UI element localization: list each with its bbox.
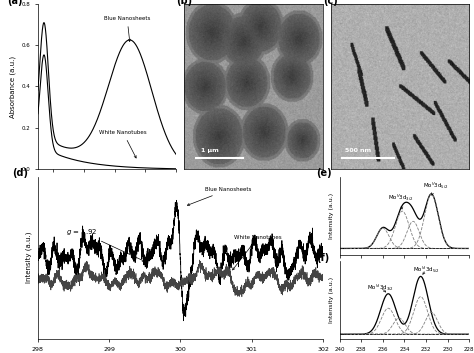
Y-axis label: Intensity (a.u.): Intensity (a.u.) bbox=[329, 277, 334, 323]
Text: (b): (b) bbox=[176, 0, 192, 6]
Text: White Nanotubes: White Nanotubes bbox=[233, 235, 282, 270]
Text: (e): (e) bbox=[316, 168, 332, 179]
Text: (c): (c) bbox=[323, 0, 337, 6]
Text: Mo$^V$3d$_{3/2}$: Mo$^V$3d$_{3/2}$ bbox=[388, 192, 414, 209]
Text: 500 nm: 500 nm bbox=[345, 148, 371, 152]
Text: Mo$^{VI}$3d$_{3/2}$: Mo$^{VI}$3d$_{3/2}$ bbox=[367, 282, 393, 292]
Y-axis label: Intensity (a.u.): Intensity (a.u.) bbox=[26, 232, 32, 283]
Text: Blue Nanosheets: Blue Nanosheets bbox=[187, 187, 252, 205]
X-axis label: Wavelength (nm): Wavelength (nm) bbox=[77, 188, 137, 194]
Text: White Nanotubes: White Nanotubes bbox=[100, 130, 147, 158]
Text: (a): (a) bbox=[8, 0, 23, 6]
Y-axis label: Intensity (a.u.): Intensity (a.u.) bbox=[329, 192, 334, 239]
Y-axis label: Absorbance (a.u.): Absorbance (a.u.) bbox=[9, 55, 16, 118]
Text: Blue Nanosheets: Blue Nanosheets bbox=[104, 16, 150, 41]
Text: Mo$^{VI}$3d$_{5/2}$: Mo$^{VI}$3d$_{5/2}$ bbox=[413, 265, 440, 274]
Text: (d): (d) bbox=[12, 168, 28, 179]
Text: 1 μm: 1 μm bbox=[201, 148, 219, 152]
Text: $g$ = 1.92: $g$ = 1.92 bbox=[66, 227, 145, 262]
Text: Mo$^V$3d$_{5/2}$: Mo$^V$3d$_{5/2}$ bbox=[423, 180, 448, 195]
Text: (f): (f) bbox=[316, 253, 329, 263]
